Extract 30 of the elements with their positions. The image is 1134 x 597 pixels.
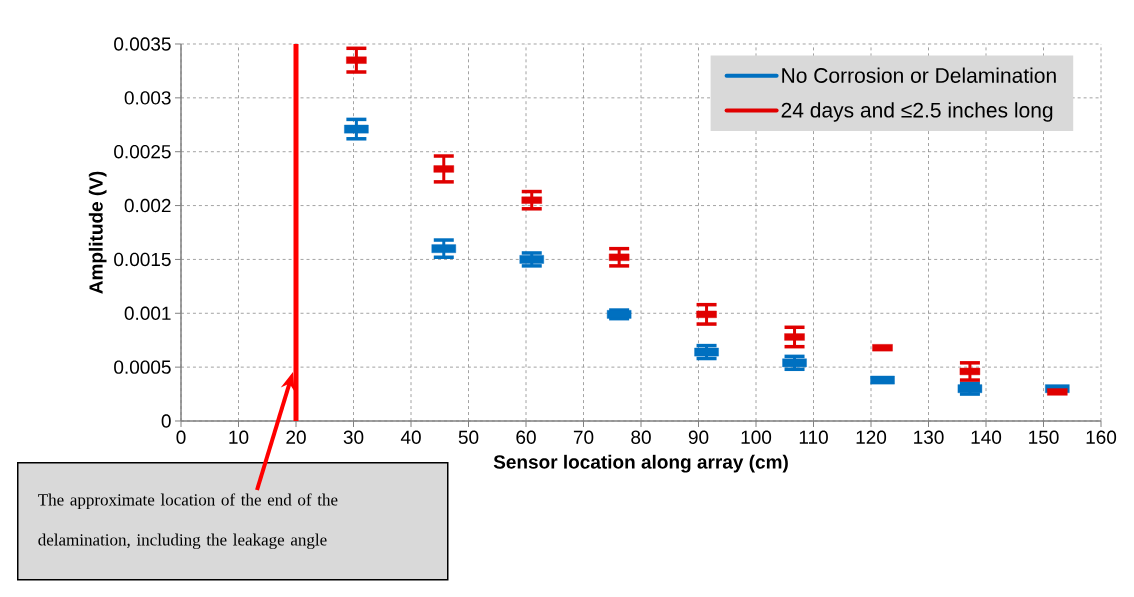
x-tick-label: 80 — [631, 430, 651, 444]
x-tick-label: 30 — [343, 430, 364, 444]
y-axis-title: Amplitude (V) — [88, 171, 107, 294]
x-tick-label: 110 — [799, 430, 828, 444]
x-tick-label: 140 — [971, 430, 1002, 444]
x-tick-label: 0 — [176, 430, 186, 444]
text: The approximate location of the end of the delamination, including the leakage angle — [38, 493, 338, 550]
y-tick-label: 0.003 — [124, 91, 171, 105]
x-tick-label: 100 — [741, 430, 772, 444]
y-tick-label: 0.002 — [124, 198, 171, 213]
x-axis-title: Sensor location along array (cm) — [493, 454, 788, 473]
x-tick-label: 10 — [229, 430, 249, 444]
x-tick-label: 40 — [400, 430, 421, 444]
x-tick-label: 160 — [1086, 430, 1117, 444]
y-tick-label: 0.001 — [124, 306, 171, 321]
legend-label: 24 days and ≤2.5 inches long — [781, 102, 1053, 122]
y-tick-label: 0.0025 — [114, 144, 171, 159]
x-tick-label: 90 — [688, 430, 709, 444]
y-tick-label: 0.0035 — [114, 37, 171, 51]
x-tick-label: 70 — [573, 430, 594, 444]
x-tick-label: 60 — [516, 430, 536, 444]
x-tick-label: 130 — [914, 430, 944, 444]
x-tick-label: 20 — [286, 430, 306, 444]
x-tick-label: 150 — [1029, 430, 1059, 444]
x-tick-label: 50 — [458, 430, 479, 444]
y-tick-label: 0.0005 — [114, 360, 171, 374]
legend-label: No Corrosion or Delamination — [782, 67, 1056, 83]
y-tick-label: 0.0015 — [114, 252, 171, 267]
y-tick-label: 0 — [161, 414, 171, 428]
x-tick-label: 120 — [856, 430, 887, 444]
